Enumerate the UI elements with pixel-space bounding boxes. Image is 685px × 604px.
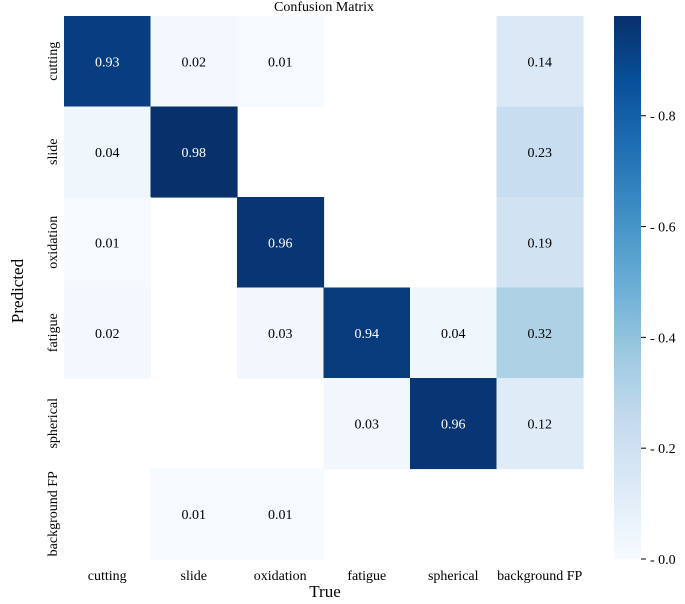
cell-value-label: 0.01	[182, 508, 207, 523]
heatmap-cells	[64, 16, 584, 560]
heatmap-cell	[64, 197, 152, 289]
y-tick-labels: cutting slide oxidation fatigue spherical bac…	[46, 42, 61, 557]
heatmap-cell	[64, 287, 152, 379]
cell-value-label: 0.02	[95, 327, 120, 342]
colorbar	[614, 16, 641, 559]
heatmap-cell-labels: 0.93 0.02 0.01 0.14 0.04 0.98 0.23 0.01 0.96 0.19…	[95, 55, 552, 523]
chart-title: Confusion Matrix	[274, 0, 374, 15]
y-axis-label: Predicted	[8, 258, 27, 323]
heatmap-cell	[64, 106, 152, 198]
heatmap-cell	[496, 106, 584, 198]
cell-value-label: 0.96	[268, 236, 293, 251]
cell-value-label: 0.04	[441, 327, 466, 342]
heatmap-cell	[496, 287, 584, 379]
x-axis-label: True	[309, 582, 341, 601]
heatmap-cell	[64, 16, 152, 108]
cell-value-label: 0.12	[528, 417, 553, 432]
heatmap-cell	[150, 16, 238, 108]
y-tick-label: fatigue	[46, 313, 61, 352]
colorbar-tick-label: - 0.6	[650, 221, 676, 236]
heatmap-cell	[323, 378, 411, 470]
y-tick-label: spherical	[46, 398, 61, 449]
colorbar-tick-label: - 0.8	[650, 110, 676, 125]
colorbar-ticks: - 0.0 - 0.2 - 0.4 - 0.6 - 0.8	[641, 110, 676, 568]
cell-value-label: 0.96	[441, 417, 466, 432]
cell-value-label: 0.01	[268, 508, 293, 523]
cell-value-label: 0.04	[95, 146, 120, 161]
colorbar-tick-label: - 0.4	[650, 331, 676, 346]
heatmap-cell	[150, 468, 238, 560]
heatmap-cell	[496, 378, 584, 470]
heatmap-cell	[410, 287, 498, 379]
heatmap-cell	[410, 378, 498, 470]
y-tick-label: oxidation	[46, 216, 61, 269]
cell-value-label: 0.02	[182, 55, 207, 70]
cell-value-label: 0.03	[355, 417, 380, 432]
y-tick-label: slide	[46, 139, 61, 165]
y-tick-label: cutting	[46, 42, 61, 81]
heatmap-cell	[237, 287, 325, 379]
cell-value-label: 0.98	[182, 146, 207, 161]
heatmap-cell	[323, 287, 411, 379]
x-tick-label: background FP	[497, 569, 582, 584]
cell-value-label: 0.01	[95, 236, 120, 251]
x-tick-label: oxidation	[254, 569, 307, 584]
heatmap-cell	[496, 197, 584, 289]
cell-value-label: 0.94	[355, 327, 380, 342]
x-tick-label: slide	[181, 569, 207, 584]
cell-value-label: 0.14	[528, 55, 553, 70]
heatmap-cell	[237, 16, 325, 108]
heatmap-cell	[496, 16, 584, 108]
x-tick-label: spherical	[428, 569, 479, 584]
cell-value-label: 0.93	[95, 55, 120, 70]
cell-value-label: 0.32	[528, 327, 553, 342]
cell-value-label: 0.19	[528, 236, 553, 251]
x-tick-labels: cutting slide oxidation fatigue spherical bac…	[88, 569, 583, 584]
heatmap-cell	[150, 106, 238, 198]
cell-value-label: 0.03	[268, 327, 293, 342]
y-tick-label: background FP	[46, 471, 61, 556]
colorbar-tick-label: - 0.2	[650, 442, 676, 457]
heatmap-cell	[237, 468, 325, 560]
x-tick-label: fatigue	[347, 569, 386, 584]
cell-value-label: 0.23	[528, 146, 553, 161]
x-tick-label: cutting	[88, 569, 127, 584]
cell-value-label: 0.01	[268, 55, 293, 70]
heatmap-cell	[237, 197, 325, 289]
colorbar-tick-label: - 0.0	[650, 553, 676, 568]
